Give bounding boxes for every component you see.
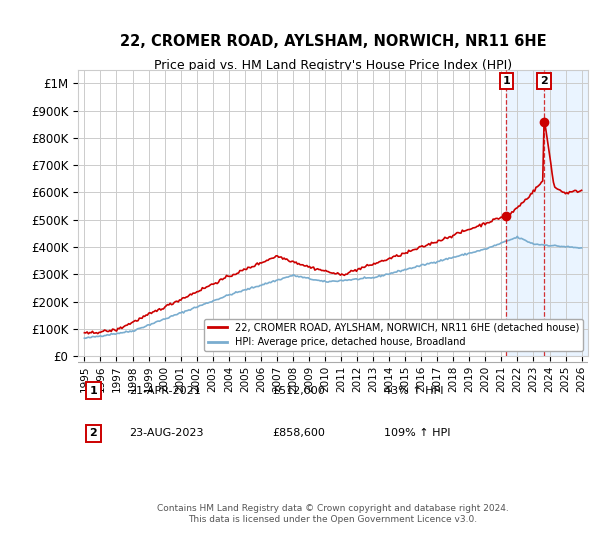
Text: 109% ↑ HPI: 109% ↑ HPI	[384, 428, 451, 438]
Legend: 22, CROMER ROAD, AYLSHAM, NORWICH, NR11 6HE (detached house), HPI: Average price: 22, CROMER ROAD, AYLSHAM, NORWICH, NR11 …	[204, 319, 583, 351]
Text: 1: 1	[89, 386, 97, 396]
Text: 22, CROMER ROAD, AYLSHAM, NORWICH, NR11 6HE: 22, CROMER ROAD, AYLSHAM, NORWICH, NR11 …	[119, 34, 547, 49]
Text: Price paid vs. HM Land Registry's House Price Index (HPI): Price paid vs. HM Land Registry's House …	[154, 59, 512, 72]
Text: 21-APR-2021: 21-APR-2021	[129, 386, 201, 396]
Text: 23-AUG-2023: 23-AUG-2023	[129, 428, 203, 438]
Text: 1: 1	[502, 76, 510, 86]
Text: 43% ↑ HPI: 43% ↑ HPI	[384, 386, 443, 396]
Text: £858,600: £858,600	[272, 428, 325, 438]
Text: £512,000: £512,000	[272, 386, 325, 396]
Bar	[506, 69, 588, 356]
Text: Contains HM Land Registry data © Crown copyright and database right 2024.
This d: Contains HM Land Registry data © Crown c…	[157, 505, 509, 524]
Text: 2: 2	[540, 76, 548, 86]
Text: 2: 2	[89, 428, 97, 438]
